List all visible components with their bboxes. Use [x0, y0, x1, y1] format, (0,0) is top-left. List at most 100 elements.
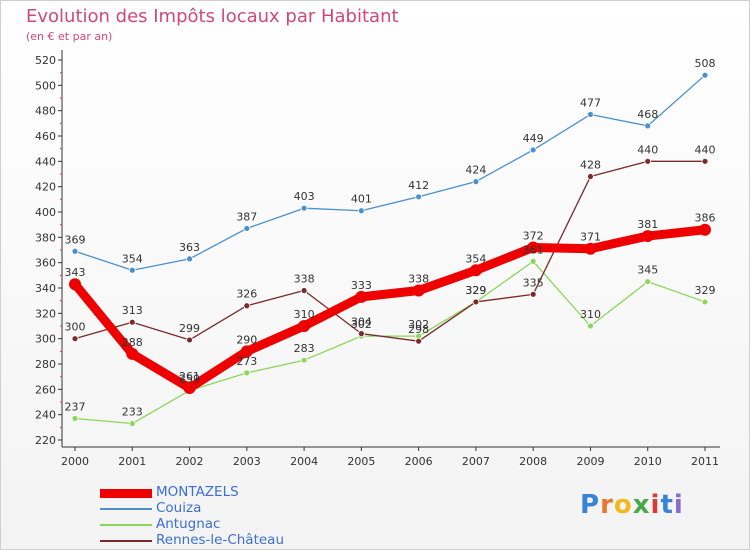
x-tick-label: 2002 — [176, 455, 204, 468]
data-point — [415, 193, 423, 201]
data-point — [357, 330, 365, 338]
data-point — [128, 266, 136, 274]
data-point — [472, 178, 480, 186]
y-tick-label: 440 — [35, 155, 56, 168]
data-label: 345 — [637, 264, 658, 277]
legend-swatch — [100, 540, 152, 542]
data-label: 387 — [236, 210, 257, 223]
x-tick-label: 2009 — [576, 455, 604, 468]
data-point — [186, 255, 193, 263]
data-label: 428 — [580, 159, 601, 172]
x-tick-label: 2010 — [634, 455, 662, 468]
logo-letter: t — [660, 490, 674, 520]
logo-letter: P — [580, 490, 601, 520]
data-label: 338 — [294, 273, 315, 286]
data-point — [587, 173, 594, 180]
data-label: 326 — [236, 288, 257, 301]
data-point — [69, 278, 81, 291]
data-label: 283 — [294, 342, 315, 355]
data-label: 329 — [465, 284, 486, 297]
data-point — [529, 257, 537, 265]
data-point — [701, 157, 709, 165]
data-label: 343 — [65, 266, 86, 279]
chart-title: Evolution des Impôts locaux par Habitant — [26, 6, 399, 27]
x-tick-label: 2011 — [691, 455, 719, 468]
data-point — [71, 335, 79, 343]
data-label: 335 — [523, 276, 544, 289]
data-point — [472, 298, 480, 306]
legend-label: Antugnac — [156, 516, 221, 532]
legend-label: MONTAZELS — [156, 484, 239, 500]
logo-letter: i — [650, 490, 661, 520]
y-tick-label: 280 — [35, 358, 56, 371]
data-label: 259 — [179, 373, 200, 386]
y-tick-label: 220 — [35, 434, 56, 447]
x-tick-label: 2003 — [233, 455, 261, 468]
data-label: 273 — [236, 355, 257, 368]
data-label: 508 — [695, 57, 716, 70]
data-label: 363 — [179, 241, 200, 254]
y-tick-label: 380 — [35, 231, 56, 244]
logo-letter: o — [613, 490, 633, 520]
data-label: 371 — [580, 231, 601, 244]
x-tick-label: 2008 — [519, 455, 547, 468]
data-point — [527, 241, 540, 254]
y-tick-label: 520 — [35, 54, 56, 67]
y-tick-label: 300 — [35, 333, 56, 346]
data-label: 310 — [294, 308, 315, 321]
data-label: 288 — [122, 336, 143, 349]
data-label: 449 — [523, 132, 544, 145]
data-point — [243, 225, 251, 232]
data-label: 261 — [179, 370, 200, 383]
legend-label: Couiza — [156, 500, 202, 516]
data-point — [469, 264, 482, 277]
data-point — [243, 369, 251, 377]
data-point — [412, 284, 425, 297]
data-label: 302 — [408, 318, 429, 331]
data-point — [355, 290, 368, 303]
y-tick-label: 460 — [35, 130, 56, 143]
series-line-Rennes-le-Château — [74, 160, 706, 342]
data-point — [183, 382, 196, 395]
data-label: 386 — [695, 212, 716, 225]
data-point — [701, 71, 709, 79]
data-point — [186, 336, 193, 344]
x-tick-label: 2001 — [118, 455, 146, 468]
data-point — [71, 415, 79, 422]
y-tick-label: 260 — [35, 383, 56, 396]
data-point — [644, 278, 652, 286]
data-label: 300 — [65, 321, 86, 334]
data-label: 338 — [408, 273, 429, 286]
legend-swatch — [100, 489, 152, 498]
data-point — [644, 157, 652, 165]
data-label: 440 — [695, 143, 716, 156]
data-point — [240, 345, 253, 358]
data-label: 381 — [637, 218, 658, 231]
data-label: 333 — [351, 279, 372, 292]
y-tick-label: 500 — [35, 79, 56, 92]
data-point — [128, 420, 136, 427]
data-point — [300, 287, 308, 294]
data-label: 440 — [637, 143, 658, 156]
series-line-Couiza — [74, 74, 706, 271]
data-label: 361 — [523, 243, 544, 256]
legend-swatch — [100, 524, 152, 526]
data-point — [641, 230, 654, 243]
data-point — [529, 290, 537, 298]
data-label: 354 — [465, 252, 486, 265]
series-line-MONTAZELS — [70, 225, 710, 393]
data-label: 329 — [465, 284, 486, 297]
y-tick-label: 480 — [35, 105, 56, 118]
data-point — [699, 223, 711, 236]
legend-label: Rennes-le-Château — [156, 532, 285, 548]
data-point — [701, 298, 709, 306]
y-tick-label: 340 — [35, 282, 56, 295]
data-label: 369 — [65, 233, 86, 246]
data-label: 302 — [351, 318, 372, 331]
x-tick-label: 2007 — [462, 455, 490, 468]
data-point — [298, 320, 311, 332]
data-label: 298 — [408, 323, 429, 336]
data-point — [357, 207, 365, 215]
